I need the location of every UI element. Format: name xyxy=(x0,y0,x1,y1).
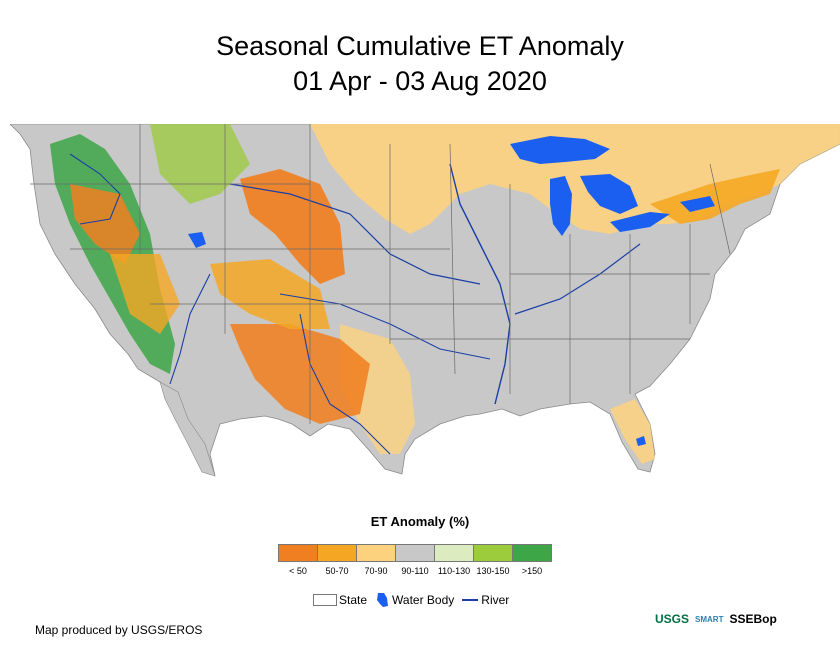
legend-swatch-50-70 xyxy=(317,544,357,562)
legend-swatch-70-90 xyxy=(356,544,396,562)
legend-swatch-90-110 xyxy=(395,544,435,562)
water-body-key-label: Water Body xyxy=(392,593,455,607)
water-body-key: Water Body xyxy=(375,592,454,608)
et-anomaly-map xyxy=(10,124,840,477)
anomaly-lt50-wyoming xyxy=(240,169,345,284)
smart-logo: SMART xyxy=(695,614,724,624)
lake-okeechobee xyxy=(636,436,646,446)
legend-swatch-lt50 xyxy=(278,544,318,562)
logo-strip: USGS SMART SSEBop xyxy=(655,612,783,626)
columbia-river xyxy=(69,153,121,225)
anomaly-50-70-northeast xyxy=(650,169,780,224)
rio-grande xyxy=(299,313,391,455)
anomaly-lt50-southwest xyxy=(230,324,370,424)
legend-labels: < 50 50-70 70-90 90-110 110-130 130-150 … xyxy=(278,566,551,576)
credit-text: Map produced by USGS/EROS xyxy=(35,623,203,637)
great-salt-lake xyxy=(188,232,206,248)
anomaly-70-90-florida xyxy=(610,399,655,464)
baja-landmass xyxy=(159,381,216,477)
legend-label: < 50 xyxy=(289,566,307,576)
anomaly-50-70-nevada xyxy=(110,254,180,334)
ssebop-logo: SSEBop xyxy=(729,612,777,626)
anomaly-50-70-colorado xyxy=(210,259,330,329)
legend-label: 110-130 xyxy=(437,566,471,576)
lake-huron xyxy=(580,174,638,214)
river-key: River xyxy=(462,593,509,607)
legend-label: 130-150 xyxy=(476,566,510,576)
state-box-icon xyxy=(313,594,337,606)
lake-michigan xyxy=(550,176,572,236)
water-drop-icon xyxy=(377,593,389,607)
legend-swatch-130-150 xyxy=(473,544,513,562)
legend-swatch-gt150 xyxy=(512,544,552,562)
map-title-line2: 01 Apr - 03 Aug 2020 xyxy=(293,66,547,96)
map-title-line1: Seasonal Cumulative ET Anomaly xyxy=(216,31,624,61)
lake-ontario xyxy=(680,196,715,212)
legend-swatch-110-130 xyxy=(434,544,474,562)
usgs-logo: USGS xyxy=(655,612,690,626)
legend-label: 70-90 xyxy=(364,566,388,576)
state-key: State xyxy=(313,593,367,607)
lake-erie xyxy=(610,212,670,232)
state-key-label: State xyxy=(339,593,368,607)
legend-label: 50-70 xyxy=(325,566,349,576)
ohio-river xyxy=(514,243,641,315)
legend-title: ET Anomaly (%) xyxy=(370,514,470,529)
anomaly-lt50-idaho xyxy=(70,184,140,264)
mississippi-river xyxy=(449,163,511,405)
lake-superior xyxy=(510,136,610,164)
legend-label: >150 xyxy=(521,566,543,576)
missouri-river xyxy=(229,183,481,285)
river-line-icon xyxy=(462,599,479,601)
river-key-label: River xyxy=(481,593,510,607)
colorado-river xyxy=(169,273,211,385)
state-borders xyxy=(30,124,731,424)
map-key: State Water Body River xyxy=(313,592,517,608)
legend-swatches xyxy=(278,544,552,562)
legend-label: 90-110 xyxy=(401,566,429,576)
